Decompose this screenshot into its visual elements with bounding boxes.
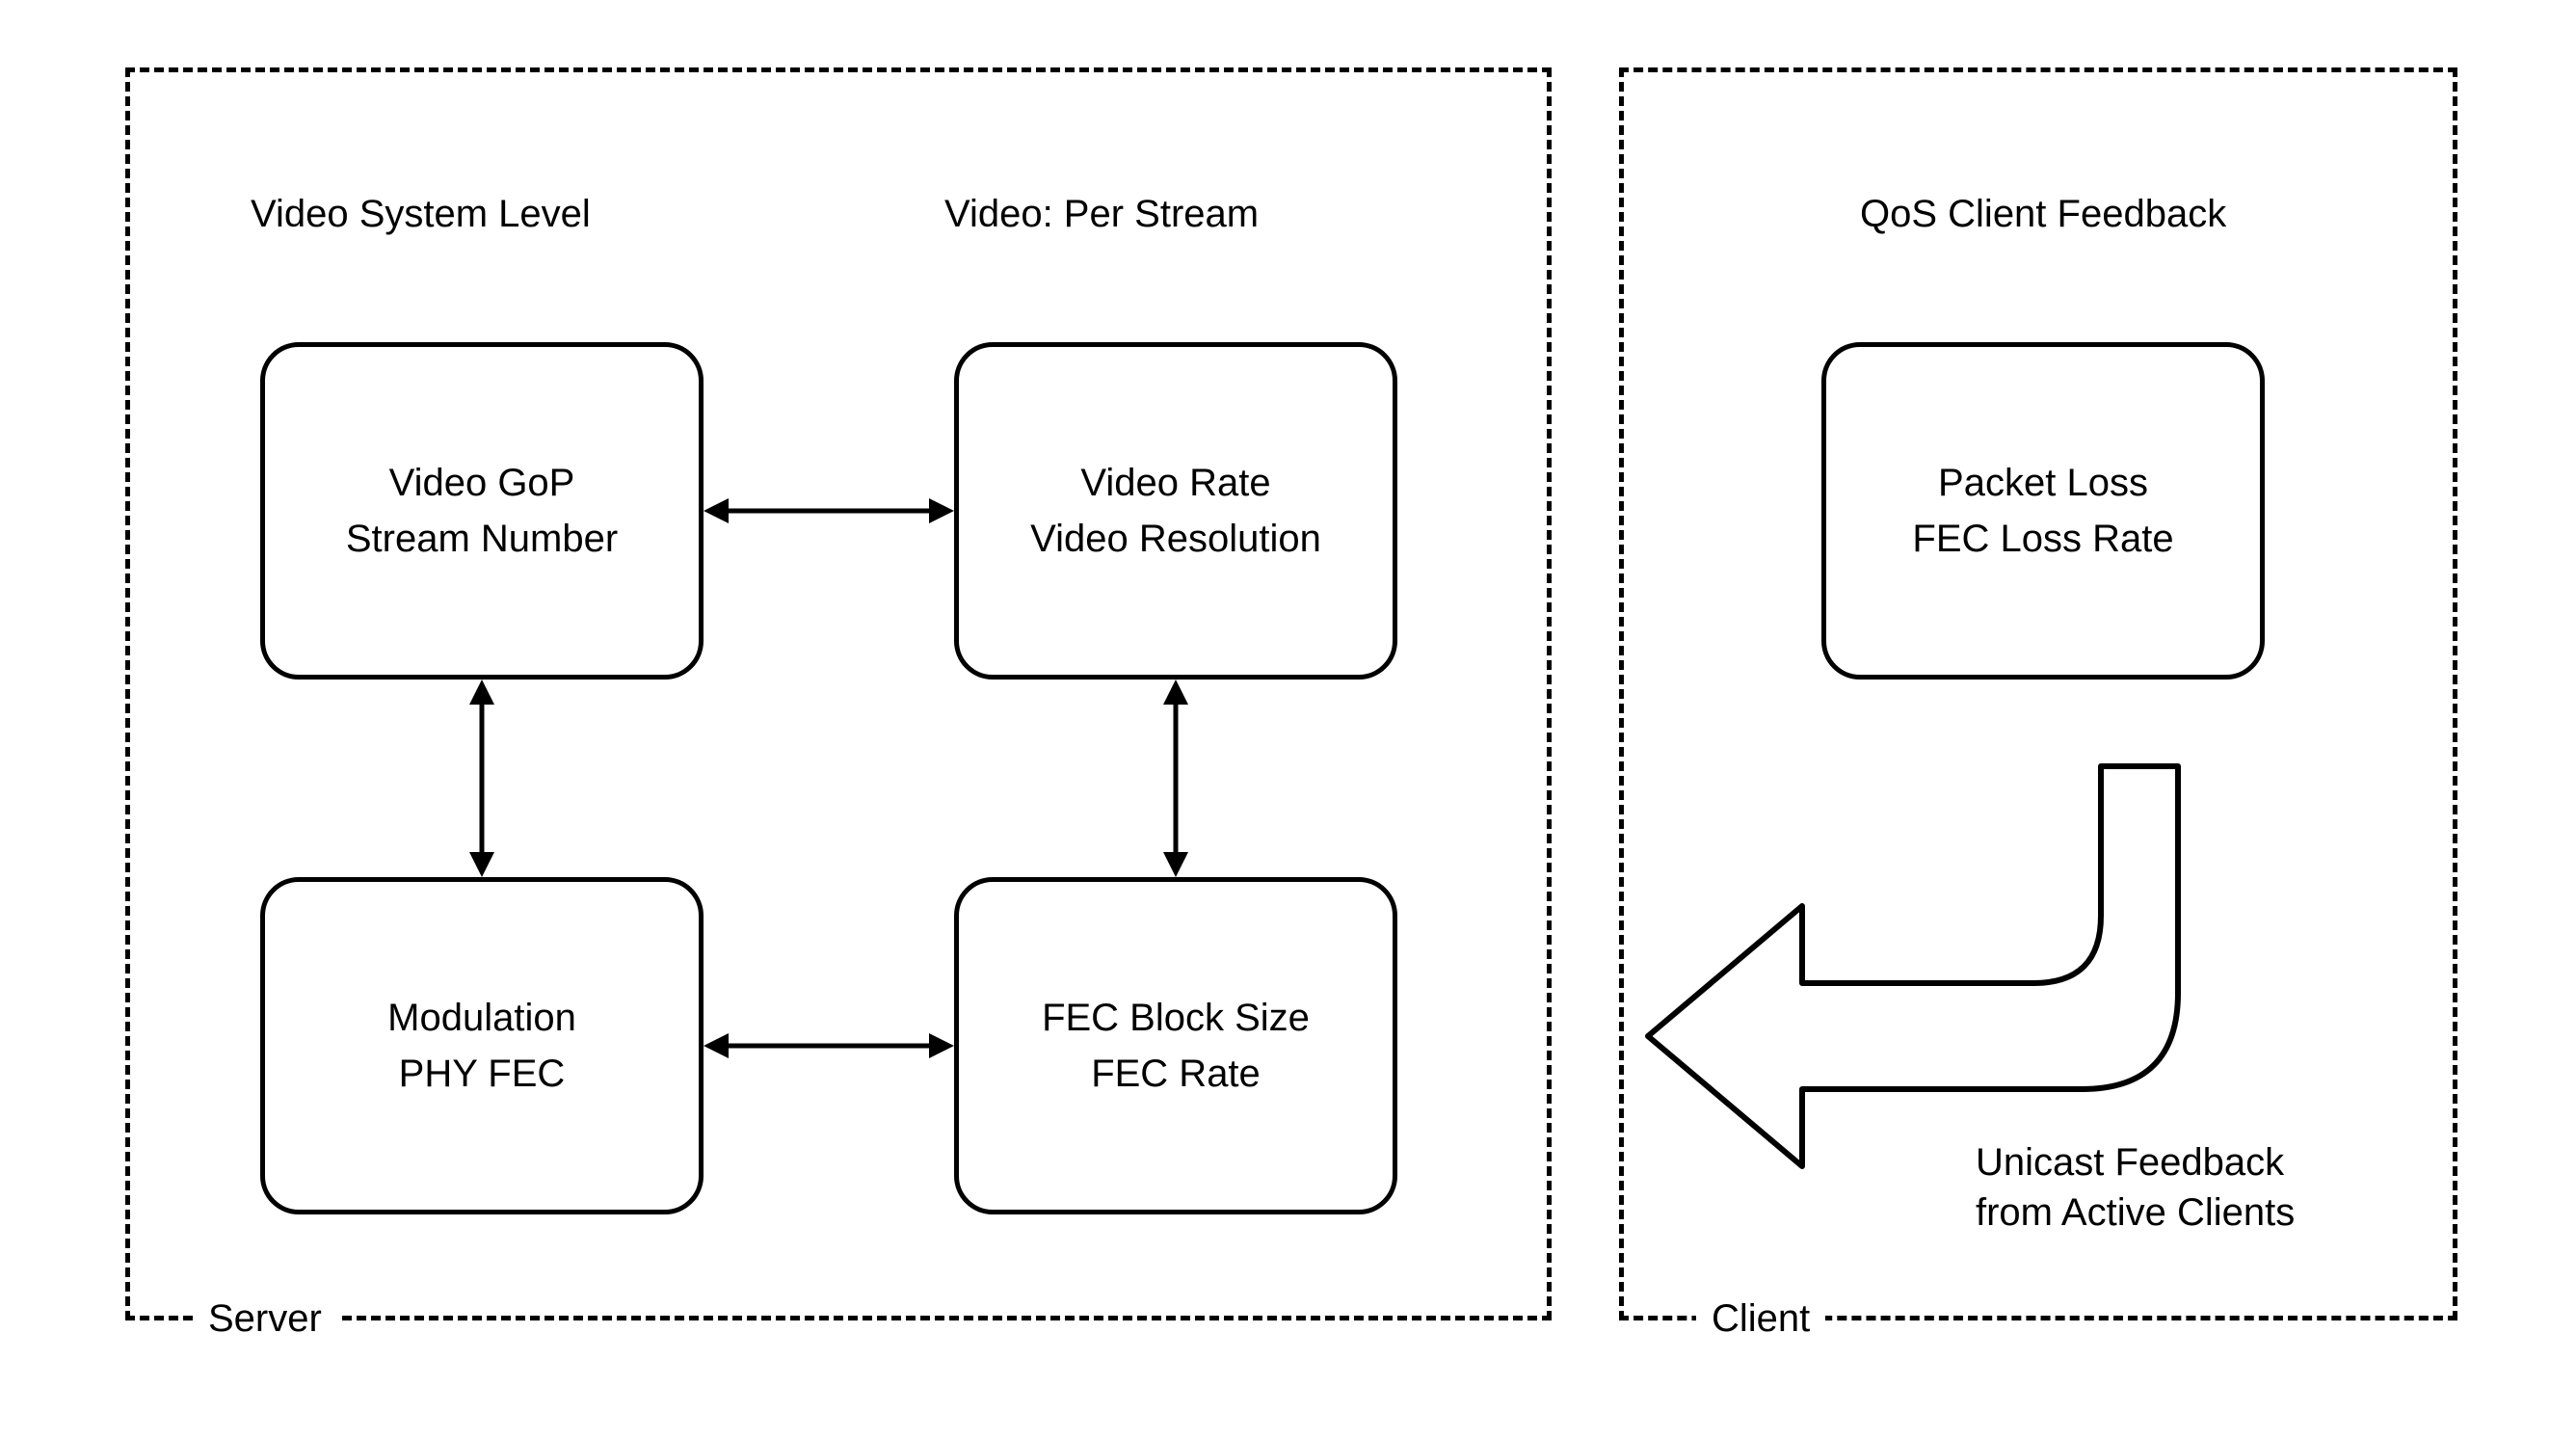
diagram-canvas: Server Client Video System Level Video: … [0, 0, 2576, 1440]
feedback-annotation-line: Unicast Feedback [1976, 1137, 2295, 1187]
node-modulation: Modulation PHY FEC [260, 877, 704, 1214]
node-line: FEC Rate [1091, 1050, 1261, 1098]
node-qos: Packet Loss FEC Loss Rate [1821, 342, 2265, 680]
node-video-gop: Video GoP Stream Number [260, 342, 704, 680]
node-line: Video Resolution [1030, 515, 1321, 563]
feedback-annotation: Unicast Feedback from Active Clients [1976, 1137, 2295, 1238]
node-line: FEC Block Size [1042, 994, 1310, 1042]
node-line: Video GoP [389, 459, 575, 507]
node-line: PHY FEC [399, 1050, 566, 1098]
node-fec: FEC Block Size FEC Rate [954, 877, 1397, 1214]
node-line: Packet Loss [1938, 459, 2148, 507]
heading-video-system-level: Video System Level [251, 193, 591, 236]
heading-qos-client-feedback: QoS Client Feedback [1860, 193, 2226, 236]
client-panel-label: Client [1712, 1297, 1810, 1340]
client-panel [1619, 67, 2457, 1320]
client-panel-label-wrap: Client [1696, 1297, 1825, 1341]
server-panel-label: Server [208, 1297, 322, 1340]
node-line: Video Rate [1080, 459, 1270, 507]
node-video-rate: Video Rate Video Resolution [954, 342, 1397, 680]
heading-video-per-stream: Video: Per Stream [944, 193, 1259, 236]
node-line: Stream Number [346, 515, 618, 563]
feedback-annotation-line: from Active Clients [1976, 1187, 2295, 1238]
node-line: FEC Loss Rate [1912, 515, 2173, 563]
node-line: Modulation [387, 994, 576, 1042]
server-panel-label-wrap: Server [193, 1297, 337, 1341]
